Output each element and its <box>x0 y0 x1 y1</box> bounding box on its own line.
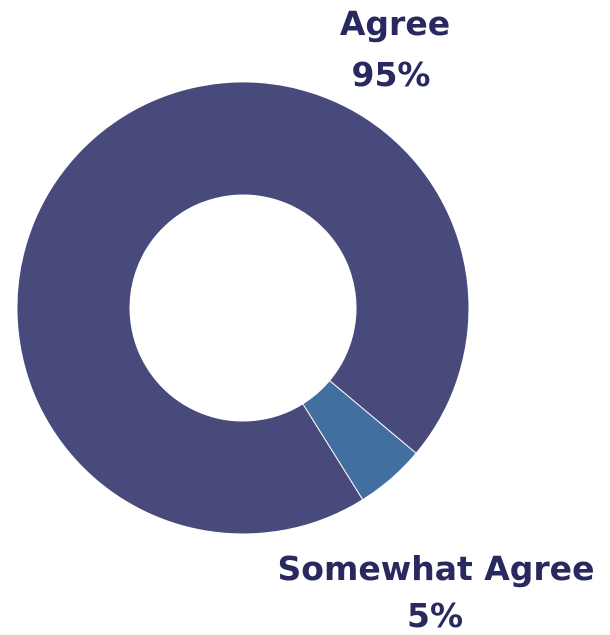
slice-somewhat-agree <box>302 379 417 501</box>
slice-agree <box>16 81 470 535</box>
donut-slices <box>16 81 470 535</box>
slice-label-value-agree: 95% <box>352 55 431 94</box>
slice-label-category-agree: Agree <box>340 4 450 43</box>
slice-label-value-somewhat-agree: 5% <box>407 596 463 635</box>
slice-label-category-somewhat-agree: Somewhat Agree <box>278 549 595 588</box>
